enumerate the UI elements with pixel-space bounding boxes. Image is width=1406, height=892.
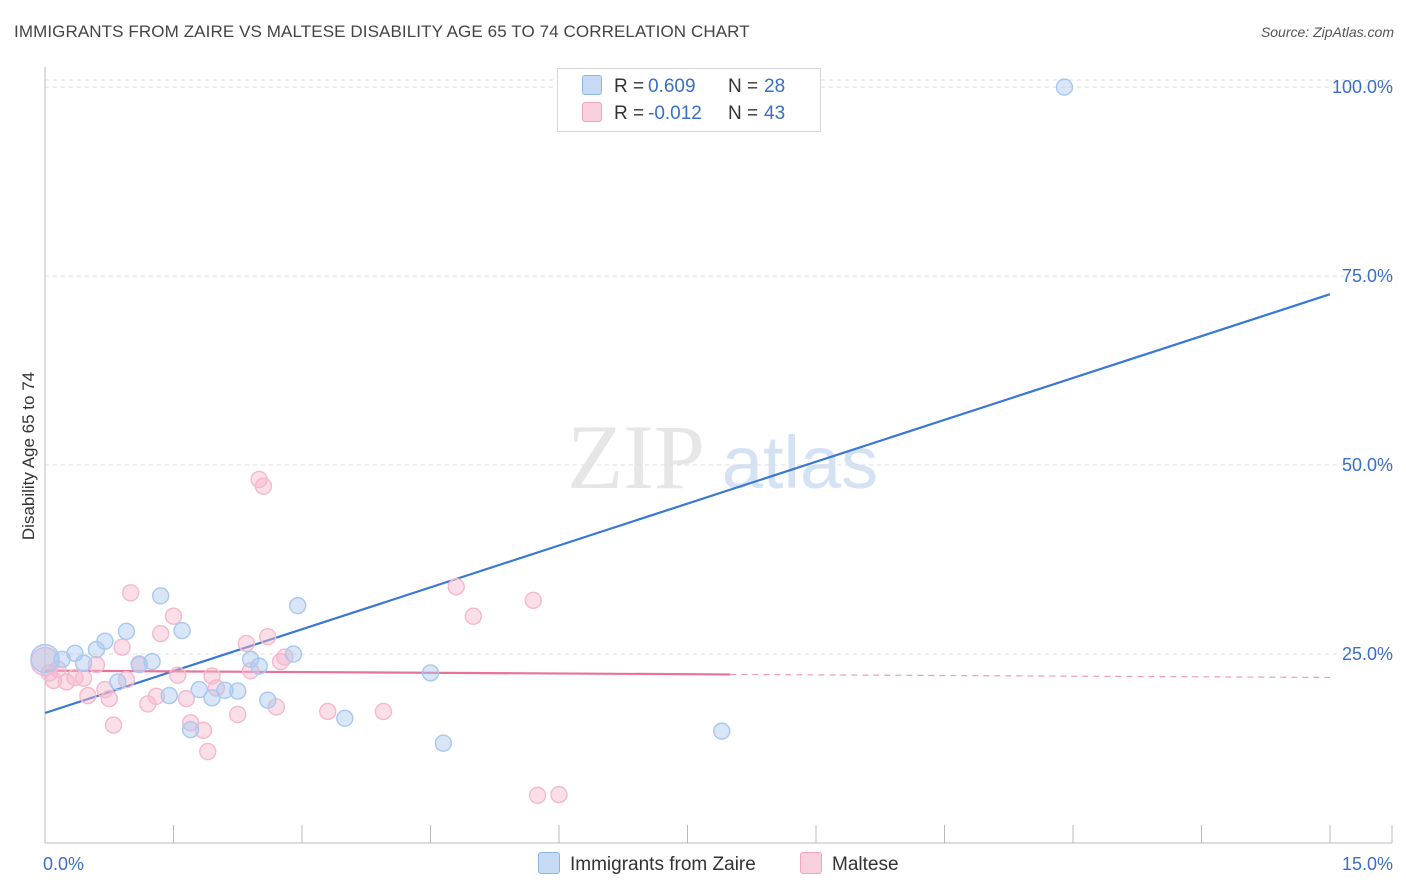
maltese-point [254,477,273,495]
maltese-trend-extension [730,673,1331,679]
bottom-legend-label-maltese: Maltese [832,854,899,875]
zaire-point [30,643,60,674]
legend-n-label: N = [728,76,759,97]
zaire-point [190,680,208,699]
watermark-atlas: atlas [722,421,878,504]
legend-swatch-maltese [582,102,602,122]
maltese-point [464,607,483,625]
zaire-point [336,709,354,727]
bottom-legend-label-zaire: Immigrants from Zaire [570,854,756,875]
zaire-point [713,722,731,740]
zaire-point [160,686,178,705]
zaire-point [250,657,268,675]
maltese-point [87,655,106,674]
x-tick-label: 15.0% [1342,854,1393,874]
maltese-point [181,714,200,732]
legend-n-label: N = [728,103,759,124]
zaire-point [181,720,200,739]
maltese-point [169,666,187,684]
gridlines [45,79,1392,655]
maltese-point [229,705,247,724]
zaire-trend-line [44,293,1331,715]
zaire-point [96,632,114,650]
maltese-point [199,742,217,761]
zaire-point [259,691,277,709]
y-axis-label: Disability Age 65 to 74 [19,372,38,540]
bottom-legend-swatch-zaire [538,852,560,874]
zaire-point [143,652,161,671]
zaire-point [421,664,440,682]
maltese-point [550,785,568,804]
bottom-legend-zaire: Immigrants from Zaire [538,852,756,876]
zaire-point [434,734,453,752]
legend-r-value: -0.012 [648,103,702,124]
y-tick-label: 25.0% [1342,644,1393,664]
zaire-point [216,681,234,700]
maltese-point [194,721,213,740]
tick-labels: 25.0% 50.0% 75.0% 100.0% 0.0% 15.0% [43,77,1393,874]
maltese-point [74,669,93,687]
trend-lines [44,293,1331,715]
maltese-point [113,638,131,656]
zaire-point [109,673,127,691]
legend-row-zaire: R = 0.609 N = 28 [582,75,785,99]
legend-n-value: 43 [764,103,786,124]
maltese-point [164,607,183,625]
bottom-legend-maltese: Maltese [800,852,899,876]
axes [44,67,1393,844]
maltese-point [259,627,277,646]
maltese-point [177,689,196,708]
zaire-point [284,645,303,663]
legend-swatch-zaire [582,75,602,95]
zaire-point [117,622,136,641]
source-label: Source: ZipAtlas.com [1260,24,1394,40]
y-tick-label: 50.0% [1342,455,1393,475]
stats-legend: R = 0.609 N = 28 R = -0.012 N = 43 [557,68,821,132]
legend-r-value: 0.609 [648,76,696,97]
legend-n-value: 28 [764,76,786,97]
y-tick-label: 100.0% [1332,77,1393,97]
zaire-point [229,682,247,700]
maltese-point [147,687,166,706]
zaire-point [203,689,221,707]
zaire-point [289,596,307,615]
maltese-point [57,673,76,691]
legend-r-label: R = [614,103,645,124]
zaire-point [151,587,170,605]
maltese-point [374,702,393,721]
zaire-point [1055,78,1074,96]
maltese-point [104,716,123,734]
maltese-point [524,591,542,610]
maltese-point [447,578,465,596]
zaire-point [173,621,191,640]
legend-r-label: R = [614,76,645,97]
zaire-point [74,654,93,672]
maltese-point [528,786,547,805]
maltese-point [237,634,256,653]
chart-title: IMMIGRANTS FROM ZAIRE VS MALTESE DISABIL… [14,22,750,41]
maltese-point [49,660,67,678]
bottom-legend-swatch-maltese [800,852,822,874]
watermark: ZIP atlas [567,406,878,508]
data-points [30,78,1074,805]
maltese-point [319,702,337,721]
maltese-trend-line [44,669,731,676]
maltese-point [121,584,140,602]
legend-row-maltese: R = -0.012 N = 43 [582,102,785,126]
x-tick-label: 0.0% [43,854,84,874]
watermark-zip: ZIP [567,406,705,508]
maltese-point [100,689,118,708]
maltese-point [79,686,97,705]
zaire-point [130,655,148,674]
maltese-point [151,624,170,643]
maltese-point [96,680,114,699]
y-tick-label: 75.0% [1342,266,1393,286]
